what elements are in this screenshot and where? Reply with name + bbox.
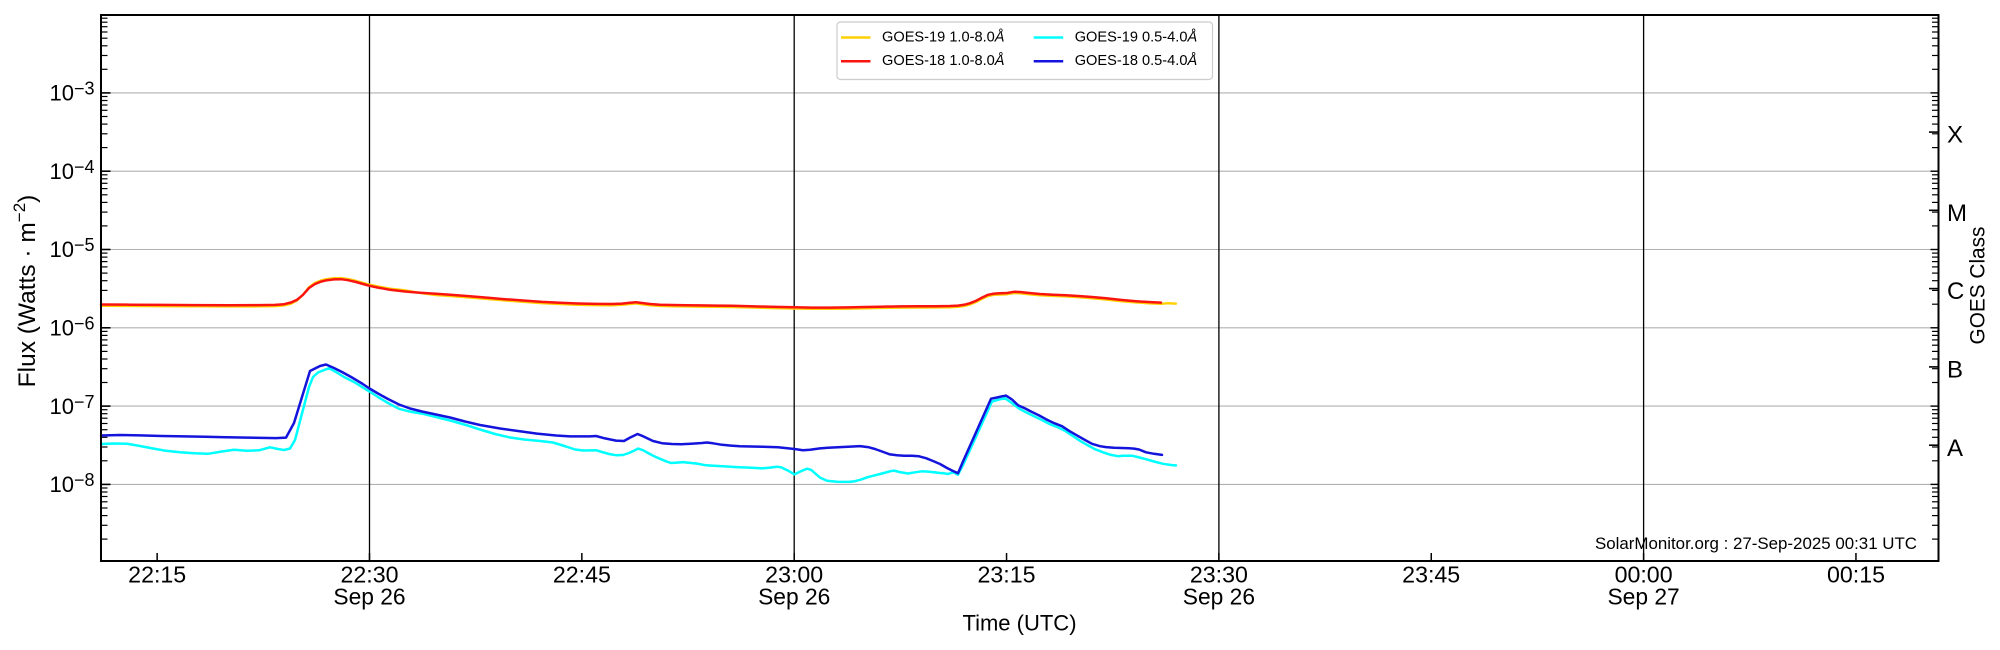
svg-text:22:45: 22:45 xyxy=(553,562,611,588)
svg-text:Sep 26: Sep 26 xyxy=(758,584,830,610)
svg-text:GOES Class: GOES Class xyxy=(1967,227,1990,345)
svg-text:10−8: 10−8 xyxy=(49,470,94,497)
svg-text:GOES-19 1.0-8.0Å: GOES-19 1.0-8.0Å xyxy=(882,28,1005,45)
svg-text:GOES-18 0.5-4.0Å: GOES-18 0.5-4.0Å xyxy=(1075,52,1198,69)
svg-text:GOES-19 0.5-4.0Å: GOES-19 0.5-4.0Å xyxy=(1075,28,1198,45)
svg-text:Sep 26: Sep 26 xyxy=(1183,584,1255,610)
svg-text:B: B xyxy=(1947,356,1963,383)
svg-text:A: A xyxy=(1947,435,1963,462)
svg-text:22:30: 22:30 xyxy=(340,562,398,588)
svg-text:C: C xyxy=(1947,278,1964,305)
svg-text:Flux (Watts · m−2): Flux (Watts · m−2) xyxy=(10,195,41,388)
svg-text:23:15: 23:15 xyxy=(977,562,1035,588)
svg-text:M: M xyxy=(1947,200,1967,227)
svg-text:22:15: 22:15 xyxy=(128,562,186,588)
svg-text:X: X xyxy=(1947,122,1963,149)
svg-text:00:00: 00:00 xyxy=(1615,562,1673,588)
svg-text:23:00: 23:00 xyxy=(765,562,823,588)
svg-text:SolarMonitor.org : 27-Sep-2025: SolarMonitor.org : 27-Sep-2025 00:31 UTC xyxy=(1595,534,1917,553)
svg-text:Sep 27: Sep 27 xyxy=(1607,584,1679,610)
svg-text:00:15: 00:15 xyxy=(1827,562,1885,588)
svg-text:10−3: 10−3 xyxy=(49,79,94,106)
svg-text:23:45: 23:45 xyxy=(1402,562,1460,588)
svg-text:Time (UTC): Time (UTC) xyxy=(962,611,1076,636)
svg-text:Sep 26: Sep 26 xyxy=(333,584,405,610)
svg-text:23:30: 23:30 xyxy=(1190,562,1248,588)
svg-text:GOES-18 1.0-8.0Å: GOES-18 1.0-8.0Å xyxy=(882,52,1005,69)
